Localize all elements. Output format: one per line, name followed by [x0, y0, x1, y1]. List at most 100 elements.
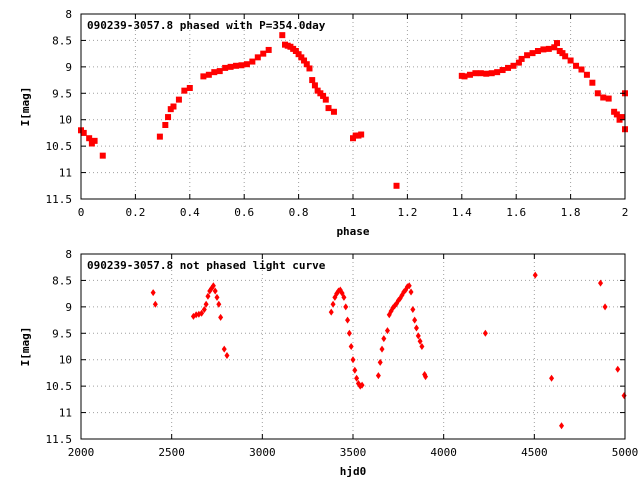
x-tick-label: 4500 — [521, 446, 548, 459]
data-point — [210, 282, 216, 290]
y-tick-label: 8 — [65, 8, 72, 21]
data-point — [249, 58, 256, 65]
grid — [81, 14, 625, 199]
data-point — [621, 392, 627, 400]
data-point — [86, 135, 93, 142]
chart-title: 090239-3057.8 not phased light curve — [87, 259, 326, 272]
data-point — [589, 79, 596, 86]
data-point — [524, 52, 531, 59]
x-tick-label: 2500 — [158, 446, 185, 459]
data-point — [482, 329, 488, 337]
data-point — [254, 54, 261, 61]
data-point — [515, 59, 522, 66]
data-point — [222, 64, 229, 71]
x-tick-label: 1.4 — [452, 206, 472, 219]
y-tick-label: 9.5 — [52, 87, 72, 100]
data-point — [295, 51, 302, 58]
data-point — [381, 335, 387, 343]
data-point — [352, 366, 358, 374]
x-tick-label: 0.8 — [289, 206, 309, 219]
y-tick-label: 9.5 — [52, 327, 72, 340]
data-point — [412, 316, 418, 324]
data-point — [466, 71, 473, 78]
data-point — [615, 365, 621, 373]
x-tick-label: 0.4 — [180, 206, 200, 219]
data-point — [201, 306, 207, 313]
data-point — [311, 82, 318, 89]
data-point — [413, 324, 419, 332]
data-point — [583, 71, 590, 78]
x-tick-label: 5000 — [612, 446, 639, 459]
data-point — [205, 71, 212, 78]
axis-ticks: 2000 2500 3000 3500 4000 4500 5000 8 8.5 9 9.5 10 10… — [46, 248, 639, 459]
unphased-light-curve-panel: 2000 2500 3000 3500 4000 4500 5000 8 8.5 9 9.5 10 10… — [19, 248, 638, 478]
data-point — [559, 50, 566, 57]
data-point — [350, 356, 356, 364]
data-point — [203, 300, 209, 308]
data-point — [461, 73, 468, 80]
data-point — [605, 95, 612, 102]
data-point — [488, 70, 495, 77]
y-tick-label: 9 — [65, 301, 72, 314]
data-point — [175, 96, 182, 103]
data-point — [408, 288, 414, 296]
data-point — [260, 50, 267, 57]
data-point — [472, 70, 479, 77]
y-tick-label: 11 — [59, 167, 72, 180]
data-point — [306, 65, 313, 72]
data-point — [279, 32, 286, 39]
data-point — [417, 337, 423, 345]
data-point — [562, 53, 569, 60]
y-tick-label: 8 — [65, 248, 72, 261]
data-point — [375, 372, 381, 380]
data-point — [359, 381, 365, 389]
data-point — [510, 62, 517, 69]
phased-light-curve-panel: 0 0.2 0.4 0.6 0.8 1 1.2 1.4 1.6 1.8 2 8 8.5 9 9.5 10 10.… — [19, 8, 628, 238]
data-point — [301, 57, 308, 64]
data-point — [573, 62, 580, 69]
y-tick-label: 10 — [59, 114, 72, 127]
y-tick-label: 11.5 — [46, 193, 73, 206]
x-tick-label: 1.2 — [397, 206, 417, 219]
data-point — [554, 40, 560, 47]
data-point — [346, 329, 352, 337]
data-point — [532, 271, 538, 279]
data-point — [341, 293, 347, 301]
data-point — [602, 303, 608, 311]
data-point — [578, 66, 585, 73]
data-point — [309, 77, 316, 84]
y-tick-label: 10 — [59, 354, 72, 367]
data-point — [358, 131, 365, 138]
data-point — [200, 73, 207, 80]
data-point — [212, 287, 218, 295]
data-point — [483, 70, 490, 77]
data-point — [216, 68, 223, 75]
data-point — [348, 343, 354, 350]
data-point — [325, 105, 332, 112]
data-point — [211, 69, 218, 76]
x-tick-label: 4000 — [430, 446, 457, 459]
data-point — [393, 182, 400, 189]
data-point — [320, 92, 327, 99]
x-tick-label: 0.6 — [234, 206, 254, 219]
y-tick-label: 11.5 — [46, 433, 73, 446]
data-point — [549, 374, 555, 382]
data-point — [415, 332, 421, 340]
y-axis-label: I[mag] — [19, 327, 32, 367]
data-point — [216, 300, 222, 308]
data-point — [545, 45, 552, 52]
data-point — [238, 62, 245, 69]
data-point — [619, 114, 626, 121]
data-point — [505, 64, 512, 71]
data-point — [218, 313, 224, 321]
y-axis-label: I[mag] — [19, 87, 32, 127]
data-point — [162, 122, 169, 128]
data-point — [499, 67, 506, 74]
data-point — [594, 90, 601, 97]
data-point — [328, 308, 334, 316]
data-point — [265, 46, 272, 53]
x-tick-label: 3500 — [340, 446, 367, 459]
data-point — [613, 111, 620, 118]
x-tick-label: 1.8 — [561, 206, 581, 219]
